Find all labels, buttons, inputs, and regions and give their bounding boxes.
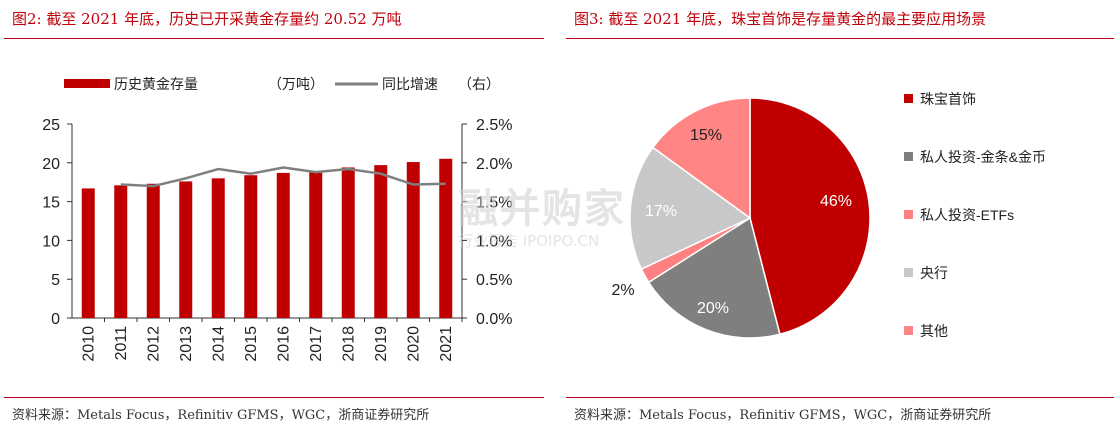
right-source-note: 资料来源：Metals Focus，Refinitiv GFMS，WGC，浙商证… <box>574 408 992 423</box>
legend-label: 私人投资-ETFs <box>920 207 1014 223</box>
legend-label: 其他 <box>920 323 948 339</box>
y-tick-label-right: 0.0% <box>476 311 512 328</box>
legend-line-unit: （右） <box>458 76 500 92</box>
x-tick-label: 2019 <box>373 326 390 362</box>
y-tick-label-right: 2.5% <box>476 117 512 134</box>
legend-swatch <box>904 326 913 335</box>
y-tick-label-left: 0 <box>51 311 60 328</box>
y-tick-label-left: 20 <box>42 156 60 173</box>
bar-2020 <box>406 162 420 318</box>
right-title-rule <box>566 38 1114 39</box>
bar-2019 <box>374 165 388 318</box>
y-tick-label-left: 15 <box>42 195 60 212</box>
y-tick-label-right: 0.5% <box>476 272 512 289</box>
right-chart-panel: 图3: 截至 2021 年底，珠宝首饰是存量黄金的最主要应用场景 46% 20% 2… <box>562 0 1118 432</box>
pie-data-label: 17% <box>645 203 677 220</box>
legend-label: 私人投资-金条&金币 <box>920 149 1046 165</box>
y-tick-label-left: 25 <box>42 117 60 134</box>
pie-slice-1 <box>647 216 781 339</box>
y-tick-label-right: 1.0% <box>476 233 512 250</box>
legend-label: 央行 <box>920 265 948 281</box>
bar-2018 <box>341 167 355 318</box>
pie-data-label: 2% <box>611 282 634 299</box>
bar-2012 <box>146 183 160 318</box>
bar-2016 <box>276 172 290 318</box>
y-tick-label-right: 2.0% <box>476 156 512 173</box>
legend-line-label: 同比增速 <box>382 76 438 92</box>
legend-bar-unit: （万吨） <box>268 76 324 92</box>
growth-line <box>120 166 446 188</box>
x-tick-label: 2013 <box>178 326 195 362</box>
left-source-note: 资料来源：Metals Focus，Refinitiv GFMS，WGC，浙商证… <box>12 408 430 423</box>
left-title-rule <box>4 38 544 39</box>
y-tick-label-left: 5 <box>51 272 60 289</box>
legend-swatch <box>904 210 913 219</box>
x-tick-label: 2020 <box>405 326 422 362</box>
x-tick-label: 2012 <box>145 326 162 362</box>
legend-bar-label: 历史黄金存量 <box>114 76 198 92</box>
left-source-rule <box>4 397 544 398</box>
bar-line-chart: 历史黄金存量 （万吨） 同比增速 （右） 0 5 10 15 20 25 0.0% 0.5% 1… <box>42 76 512 362</box>
legend-swatch <box>904 268 913 277</box>
x-tick-label: 2010 <box>80 326 97 362</box>
x-tick-label: 2014 <box>210 326 227 362</box>
bar-2014 <box>211 178 225 318</box>
bar-2013 <box>179 181 193 318</box>
pie-slice-0 <box>749 97 871 336</box>
x-tick-label: 2021 <box>438 326 455 362</box>
bar-2015 <box>244 175 258 318</box>
bar-2010 <box>81 188 95 318</box>
legend-label: 珠宝首饰 <box>920 91 976 107</box>
pie-data-label: 46% <box>820 193 852 210</box>
legend-swatch <box>904 94 913 103</box>
left-chart-panel: 图2: 截至 2021 年底，历史已开采黄金存量约 20.52 万吨 历史黄金存… <box>0 0 548 432</box>
bar-2017 <box>309 171 323 318</box>
x-tick-label: 2018 <box>340 326 357 362</box>
bar-2021 <box>439 158 453 318</box>
right-chart-title: 图3: 截至 2021 年底，珠宝首饰是存量黄金的最主要应用场景 <box>574 10 987 28</box>
legend-swatch <box>904 152 913 161</box>
x-tick-label: 2016 <box>275 326 292 362</box>
x-tick-label: 2011 <box>113 326 130 361</box>
bar-chart-legend: 历史黄金存量 （万吨） 同比增速 （右） <box>64 76 500 92</box>
left-chart-title: 图2: 截至 2021 年底，历史已开采黄金存量约 20.52 万吨 <box>12 10 402 28</box>
y-tick-label-right: 1.5% <box>476 195 512 212</box>
bar-2011 <box>114 185 128 318</box>
x-tick-label: 2015 <box>243 326 260 362</box>
pie-slice-4 <box>651 97 751 220</box>
pie-data-label: 20% <box>697 300 729 317</box>
pie-data-label: 15% <box>690 127 722 144</box>
pie-slice-3 <box>629 146 752 271</box>
x-tick-label: 2017 <box>308 326 325 362</box>
y-tick-label-left: 10 <box>42 233 60 250</box>
legend-bar-swatch <box>64 79 110 88</box>
right-source-rule <box>566 397 1114 398</box>
